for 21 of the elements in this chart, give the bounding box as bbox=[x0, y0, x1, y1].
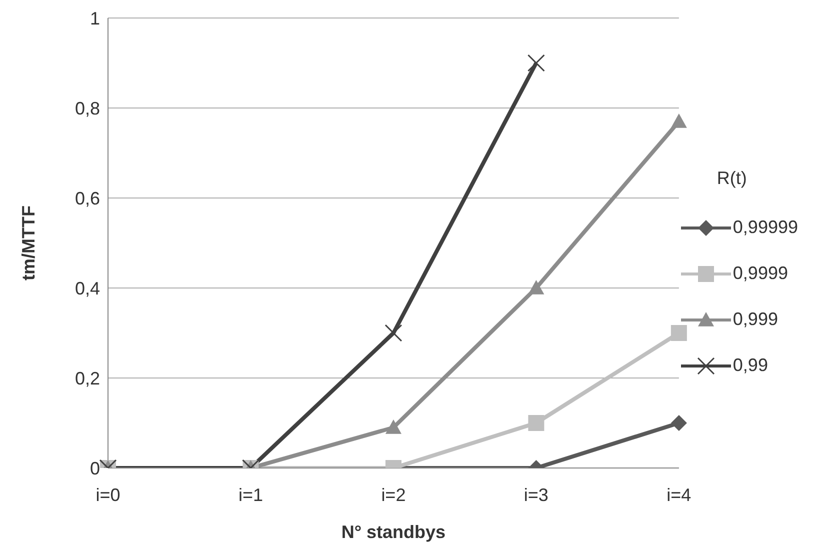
x-tick-label: i=0 bbox=[96, 484, 120, 505]
y-tick-label: 0,6 bbox=[74, 188, 100, 208]
legend-title: R(t) bbox=[716, 168, 748, 188]
y-tick-label: 0 bbox=[90, 458, 100, 478]
y-tick-label: 0,4 bbox=[74, 278, 100, 298]
x-tick-label: i=3 bbox=[524, 484, 548, 505]
y-tick-label: 0,2 bbox=[74, 368, 100, 388]
point bbox=[528, 280, 544, 294]
y-axis-title: tm/MTTF bbox=[18, 206, 38, 280]
point bbox=[670, 114, 687, 128]
y-tick-label: 1 bbox=[90, 8, 100, 28]
x-tick-label: i=2 bbox=[381, 484, 406, 505]
point bbox=[527, 54, 545, 72]
x-axis-title: N° standbys bbox=[341, 522, 446, 542]
legend-label: 0,99 bbox=[732, 355, 768, 376]
x-tick-label: i=4 bbox=[666, 484, 692, 505]
x-tick-label: i=1 bbox=[238, 484, 263, 505]
legend-label: 0,99999 bbox=[732, 217, 798, 238]
legend-label: 0,999 bbox=[732, 309, 778, 330]
y-tick-label: 0,8 bbox=[74, 98, 100, 118]
legend-label: 0,9999 bbox=[732, 263, 788, 284]
